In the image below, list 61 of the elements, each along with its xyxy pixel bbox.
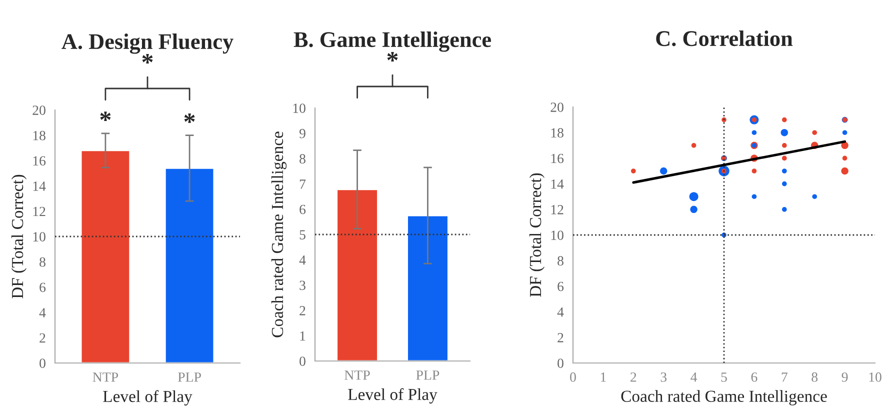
y-tick-label: 20: [550, 102, 564, 112]
y-axis-title: Coach rated Game Intelligence: [271, 132, 287, 338]
y-tick-label: 14: [33, 182, 46, 191]
y-tick-label: 6: [40, 282, 46, 292]
y-tick-label: 9: [299, 128, 306, 138]
y-axis-title: DF (Total Correct): [529, 173, 545, 297]
y-tick-label: 12: [33, 206, 46, 216]
x-axis-title: Level of Play: [348, 388, 438, 404]
x-tick-label: 7: [782, 372, 788, 382]
text: *: [142, 54, 153, 64]
y-tick-label: 1: [300, 331, 306, 341]
x-tick-label: NTP: [92, 372, 118, 382]
y-tick-label: 10: [551, 230, 564, 240]
y-tick-label: 16: [33, 156, 46, 166]
y-tick-label: 2: [40, 333, 46, 343]
chart-title: A. Design Fluency: [62, 33, 234, 54]
y-tick-label: 6: [300, 204, 306, 214]
x-tick-label: 8: [812, 372, 818, 382]
x-tick-label: 1: [600, 372, 606, 382]
y-tick-label: 2: [300, 306, 306, 316]
y-tick-label: 8: [300, 154, 306, 164]
x-tick-label: 4: [690, 372, 698, 382]
x-tick-label: 5: [721, 372, 727, 382]
annotation: *: [100, 112, 111, 122]
y-tick-label: 6: [558, 282, 564, 292]
y-tick-label: 18: [33, 130, 46, 140]
y-tick-label: 5: [300, 230, 306, 240]
x-tick-label: 6: [751, 372, 758, 382]
y-tick-label: 8: [558, 256, 564, 266]
y-tick-label: 0: [40, 358, 46, 368]
y-tick-label: 10: [33, 232, 46, 242]
y-tick-label: 20: [32, 106, 46, 115]
x-tick-label: NTP: [344, 370, 370, 380]
x-tick-label: 0: [570, 372, 576, 382]
y-tick-label: 14: [551, 179, 564, 189]
y-tick-label: 16: [551, 154, 564, 164]
y-tick-label: 8: [40, 257, 46, 267]
chart-title: C. Correlation: [656, 30, 793, 46]
y-tick-label: 18: [551, 128, 564, 138]
y-tick-label: 4: [299, 255, 306, 265]
y-tick-label: 0: [558, 358, 564, 368]
x-tick-label: 3: [660, 372, 667, 382]
y-tick-label: 4: [557, 307, 564, 317]
y-tick-label: 12: [551, 205, 564, 214]
y-tick-label: 3: [300, 280, 306, 290]
y-tick-label: 7: [300, 180, 306, 189]
annotation: *: [184, 113, 195, 123]
y-tick-label: 0: [300, 356, 306, 366]
text: *: [387, 52, 398, 62]
x-axis-title: Coach rated Game Intelligence: [621, 390, 827, 406]
y-tick-label: 10: [293, 104, 306, 113]
x-tick-label: 10: [869, 372, 882, 382]
x-tick-label: 2: [630, 372, 636, 382]
x-tick-label: 9: [842, 372, 848, 382]
chart-title: B. Game Intelligence: [294, 31, 491, 52]
x-tick-label: PLP: [416, 370, 440, 380]
y-tick-label: 4: [39, 308, 46, 318]
y-axis-title: DF (Total Correct): [11, 174, 27, 298]
x-tick-label: PLP: [178, 372, 201, 382]
x-axis-title: Level of Play: [103, 390, 192, 406]
y-tick-label: 2: [558, 333, 564, 342]
